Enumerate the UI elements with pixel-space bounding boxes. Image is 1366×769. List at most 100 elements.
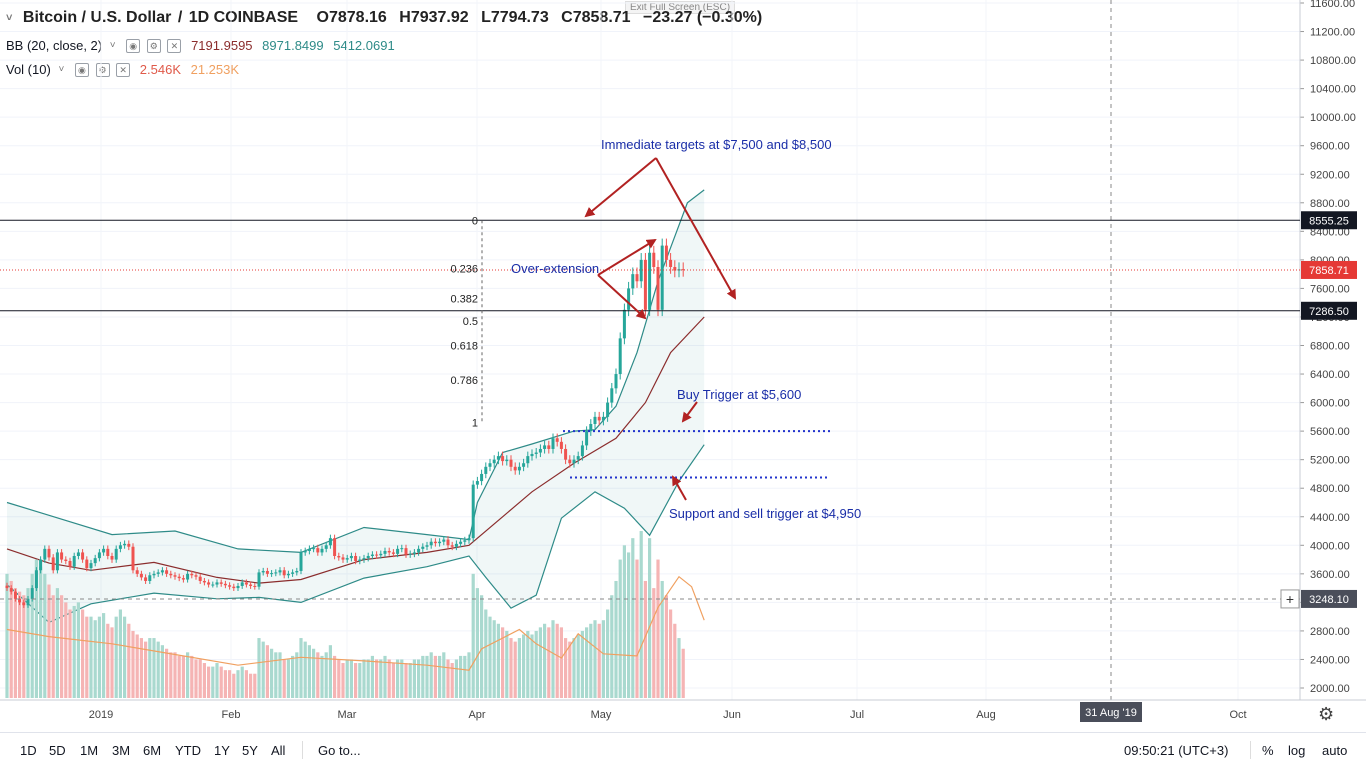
- candle-body: [215, 582, 219, 585]
- candle-body: [253, 585, 257, 587]
- candle-body: [475, 481, 479, 485]
- volume-bar: [341, 663, 345, 698]
- annotation-text: Immediate targets at $7,500 and $8,500: [601, 137, 832, 152]
- volume-bar: [5, 573, 9, 698]
- candle-body: [333, 538, 337, 556]
- tf-5d[interactable]: 5D: [49, 743, 66, 758]
- gear-icon[interactable]: ⚙: [95, 62, 110, 77]
- candle-body: [26, 598, 30, 606]
- candle-body: [543, 445, 547, 449]
- gear-icon[interactable]: ⚙: [146, 38, 161, 53]
- y-tick-label: 2000.00: [1310, 683, 1350, 695]
- percent-toggle[interactable]: %: [1262, 743, 1274, 758]
- candle-body: [148, 575, 152, 581]
- volume-bar: [442, 652, 446, 698]
- volume-bar: [333, 655, 337, 698]
- volume-bar: [538, 627, 542, 698]
- bb-lower-line: [6, 444, 705, 624]
- y-tick-label: 9600.00: [1310, 141, 1350, 153]
- volume-bar: [18, 591, 22, 698]
- candle-body: [76, 552, 80, 556]
- candle-body: [433, 541, 437, 544]
- candle-body: [270, 573, 274, 575]
- candle-body: [341, 557, 345, 560]
- candle-body: [223, 583, 227, 586]
- eye-icon[interactable]: ◉: [126, 38, 141, 53]
- candle-body: [282, 570, 286, 576]
- volume-bar: [118, 609, 122, 698]
- y-tick-label: 7600.00: [1310, 283, 1350, 295]
- candle-body: [627, 288, 631, 310]
- candle-body: [614, 374, 618, 389]
- candle-body: [328, 538, 332, 546]
- tf-5y[interactable]: 5Y: [242, 743, 258, 758]
- volume-bar: [585, 627, 589, 698]
- candle-body: [547, 445, 551, 449]
- drawn-lines: [0, 219, 1300, 600]
- chevron-down-icon[interactable]: ˅: [6, 12, 13, 24]
- candle-body: [522, 463, 526, 467]
- tf-1y[interactable]: 1Y: [214, 743, 230, 758]
- bb-label[interactable]: BB (20, close, 2): [6, 38, 103, 54]
- tf-ytd[interactable]: YTD: [175, 743, 201, 758]
- candle-body: [18, 598, 22, 603]
- volume-bar: [509, 638, 513, 698]
- candle-body: [660, 245, 664, 310]
- chevron-down-icon[interactable]: ˅: [109, 40, 116, 52]
- volume-bar: [559, 627, 563, 698]
- eye-icon[interactable]: ◉: [74, 62, 89, 77]
- y-tick-label: 10800.00: [1310, 55, 1356, 67]
- candle-body: [480, 473, 484, 482]
- volume-bar: [601, 620, 605, 698]
- log-toggle[interactable]: log: [1288, 743, 1306, 758]
- tf-1m[interactable]: 1M: [80, 743, 99, 758]
- volume-bar: [463, 655, 467, 698]
- candle-body: [131, 546, 135, 571]
- volume-bar: [425, 655, 429, 698]
- volume-bar: [328, 645, 332, 698]
- close-icon[interactable]: ✕: [167, 38, 182, 53]
- tf-3m[interactable]: 3M: [112, 743, 131, 758]
- volume-bar: [198, 659, 202, 698]
- volume-bar: [22, 595, 26, 698]
- candle-body: [530, 453, 534, 457]
- volume-bar: [404, 663, 408, 698]
- candle-body: [509, 459, 513, 467]
- volume-bar: [286, 659, 290, 698]
- chevron-down-icon[interactable]: ˅: [58, 64, 65, 76]
- tf-6m[interactable]: 6M: [143, 743, 162, 758]
- tf-all[interactable]: All: [271, 743, 286, 758]
- volume-bar: [534, 630, 538, 698]
- volume-bars: [5, 531, 705, 698]
- auto-toggle[interactable]: auto: [1322, 743, 1348, 758]
- price-label-box: [1301, 589, 1357, 608]
- volume-bar: [677, 638, 681, 698]
- volume-bar: [307, 645, 311, 698]
- volume-bar: [660, 580, 664, 698]
- settings-gear-icon[interactable]: ⚙: [1318, 704, 1335, 724]
- goto-button[interactable]: Go to...: [318, 743, 361, 758]
- fib-level-label: 0: [472, 215, 478, 227]
- volume-bar: [55, 588, 59, 698]
- vol-label[interactable]: Vol (10): [6, 62, 51, 78]
- volume-bar: [156, 641, 160, 698]
- volume-bar: [194, 659, 198, 698]
- candle-body: [429, 541, 433, 546]
- close-icon[interactable]: ✕: [116, 62, 131, 77]
- candle-body: [505, 459, 509, 462]
- candle-body: [639, 259, 643, 282]
- volume-bar: [207, 666, 211, 698]
- tf-1d[interactable]: 1D: [20, 743, 37, 758]
- volume-bar: [274, 652, 278, 698]
- candle-body: [370, 554, 374, 556]
- x-tick-label: Feb: [222, 709, 241, 721]
- volume-bar: [618, 559, 622, 698]
- exit-fullscreen-hint[interactable]: Exit Full Screen (ESC): [625, 1, 736, 14]
- volume-bar: [564, 638, 568, 698]
- candle-body: [286, 573, 290, 576]
- volume-bar: [47, 584, 51, 698]
- y-tick-label: 6800.00: [1310, 341, 1350, 353]
- candle-body: [316, 548, 320, 553]
- candle-body: [496, 456, 500, 460]
